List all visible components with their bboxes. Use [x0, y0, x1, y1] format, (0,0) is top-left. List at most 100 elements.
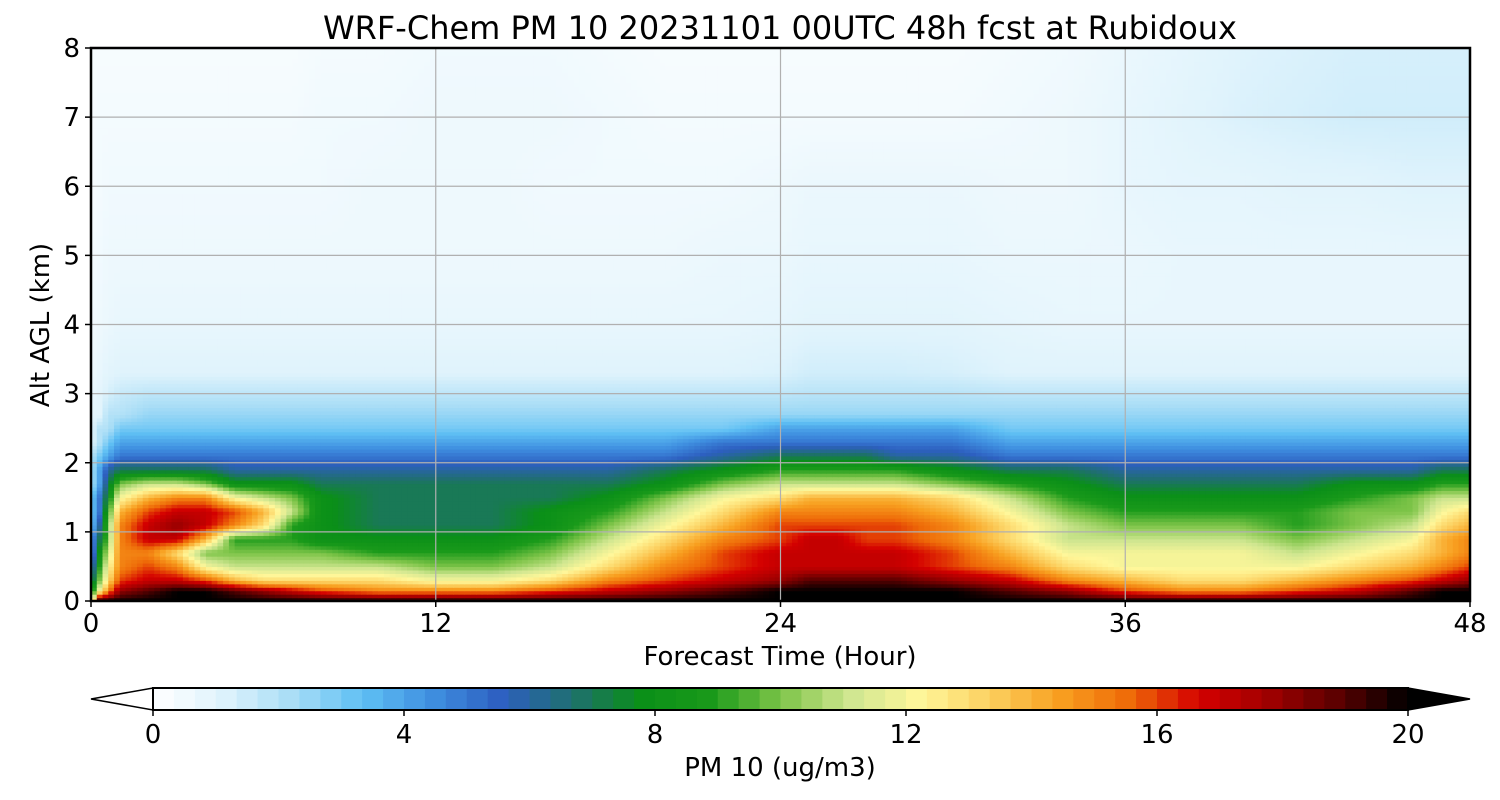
heatmap-cell: [154, 590, 161, 595]
heatmap-cell: [1326, 549, 1333, 554]
heatmap-cell: [958, 573, 965, 578]
heatmap-cell: [159, 556, 167, 561]
heatmap-cell: [1171, 538, 1178, 543]
heatmap-cell: [1062, 538, 1069, 543]
heatmap-cell: [1412, 590, 1419, 595]
heatmap-cell: [1343, 583, 1350, 588]
heatmap-cell: [797, 597, 805, 601]
heatmap-cell: [774, 583, 782, 588]
heatmap-cell: [246, 597, 253, 601]
heatmap-cell: [1257, 597, 1264, 601]
heatmap-cell: [217, 576, 224, 581]
heatmap-cell: [493, 573, 500, 578]
heatmap-cell: [567, 597, 575, 601]
heatmap-cell: [1314, 594, 1322, 599]
heatmap-cell: [326, 587, 333, 592]
heatmap-cell: [349, 569, 356, 574]
heatmap-cell: [315, 549, 322, 554]
heatmap-cell: [366, 542, 374, 547]
heatmap-cell: [1291, 566, 1299, 571]
heatmap-cell: [1176, 549, 1184, 554]
heatmap-cell: [131, 556, 138, 561]
heatmap-cell: [906, 573, 914, 578]
heatmap-cell: [1280, 576, 1287, 581]
heatmap-cell: [498, 583, 506, 588]
heatmap-cell: [694, 556, 701, 561]
heatmap-cell: [1303, 580, 1310, 585]
heatmap-cell: [274, 538, 282, 543]
heatmap-cell: [717, 566, 724, 571]
heatmap-cell: [1027, 576, 1034, 581]
heatmap-cell: [361, 583, 368, 588]
heatmap-cell: [309, 538, 316, 543]
heatmap-cell: [970, 538, 977, 543]
heatmap-cell: [1102, 587, 1109, 592]
heatmap-cell: [154, 531, 161, 536]
heatmap-cell: [481, 597, 489, 601]
heatmap-cell: [395, 576, 402, 581]
heatmap-cell: [159, 559, 167, 564]
heatmap-cell: [113, 580, 121, 585]
heatmap-cell: [918, 566, 925, 571]
heatmap-cell: [636, 552, 644, 557]
heatmap-cell: [1355, 545, 1362, 550]
heatmap-cell: [435, 552, 443, 557]
heatmap-cell: [872, 580, 879, 585]
heatmap-cell: [562, 556, 569, 561]
heatmap-cell: [631, 583, 638, 588]
heatmap-cell: [1464, 576, 1470, 581]
heatmap-cell: [964, 559, 971, 564]
heatmap-cell: [1251, 556, 1259, 561]
heatmap-cell: [1234, 583, 1241, 588]
heatmap-cell: [516, 562, 523, 568]
heatmap-cell: [947, 597, 954, 601]
heatmap-cell: [964, 566, 971, 571]
heatmap-cell: [711, 542, 718, 547]
heatmap-cell: [1102, 552, 1109, 557]
heatmap-cell: [96, 535, 104, 540]
heatmap-cell: [481, 573, 489, 578]
heatmap-cell: [1337, 559, 1345, 564]
heatmap-cell: [797, 583, 805, 588]
heatmap-cell: [1090, 531, 1098, 536]
heatmap-cell: [355, 566, 362, 571]
heatmap-cell: [1447, 538, 1454, 543]
heatmap-cell: [918, 594, 925, 599]
heatmap-cell: [1303, 549, 1310, 554]
heatmap-cell: [401, 538, 408, 543]
heatmap-cell: [177, 576, 184, 581]
heatmap-cell: [1280, 566, 1287, 571]
heatmap-cell: [1360, 573, 1368, 578]
heatmap-cell: [1234, 566, 1241, 571]
heatmap-cell: [1245, 566, 1253, 571]
heatmap-cell: [1102, 597, 1109, 601]
heatmap-cell: [654, 597, 661, 601]
heatmap-cell: [1234, 552, 1241, 557]
heatmap-cell: [441, 569, 448, 574]
heatmap-cell: [688, 549, 695, 554]
heatmap-cell: [372, 562, 379, 568]
heatmap-cell: [998, 552, 1006, 557]
heatmap-cell: [154, 549, 161, 554]
heatmap-cell: [975, 559, 983, 564]
heatmap-cell: [1199, 566, 1207, 571]
heatmap-cell: [188, 597, 196, 601]
heatmap-cell: [211, 542, 219, 547]
heatmap-cell: [533, 590, 540, 595]
heatmap-cell: [407, 566, 414, 571]
heatmap-cell: [849, 566, 856, 571]
heatmap-cell: [280, 531, 287, 536]
heatmap-cell: [1079, 538, 1086, 543]
heatmap-cell: [786, 556, 793, 561]
heatmap-cell: [613, 583, 621, 588]
heatmap-cell: [332, 549, 339, 554]
heatmap-cell: [1125, 562, 1132, 568]
heatmap-cell: [154, 580, 161, 585]
heatmap-cell: [1228, 542, 1236, 547]
heatmap-cell: [1096, 542, 1103, 547]
heatmap-cell: [1205, 569, 1213, 574]
heatmap-cell: [1165, 569, 1172, 574]
heatmap-cell: [544, 583, 552, 588]
heatmap-cell: [1355, 594, 1362, 599]
heatmap-cell: [665, 542, 672, 547]
